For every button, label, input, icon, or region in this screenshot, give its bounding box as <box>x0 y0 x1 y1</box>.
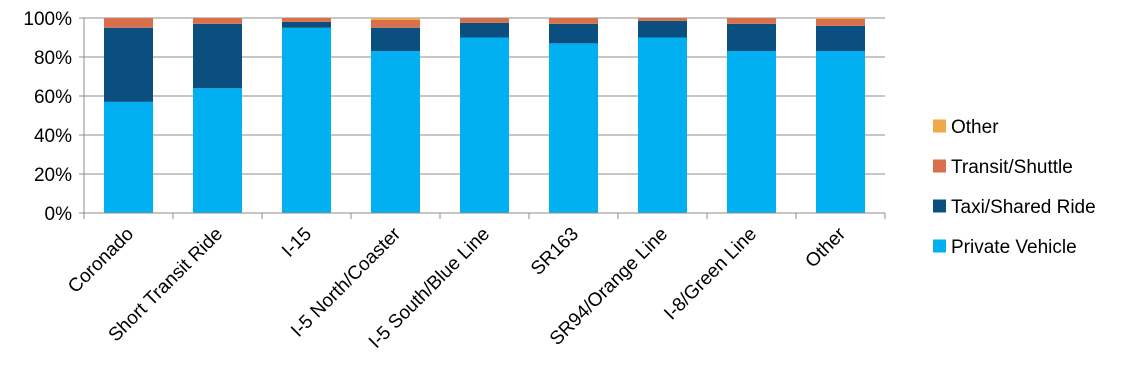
bar-segment <box>282 21 331 28</box>
bar-segment <box>104 101 153 213</box>
axes <box>79 17 886 219</box>
x-category-label: Coronado <box>64 224 138 298</box>
bar-segment <box>816 25 865 52</box>
x-category-label: I-15 <box>278 224 316 262</box>
legend-swatch <box>933 239 946 253</box>
bar-segment <box>104 18 153 28</box>
bars <box>104 18 865 214</box>
bar-segment <box>727 23 776 52</box>
legend-label: Taxi/Shared Ride <box>951 197 1096 218</box>
bar-segment <box>816 18 865 26</box>
bar-segment <box>638 37 687 213</box>
y-tick-labels: 0% 20% 40% 60% 80% 100% <box>23 9 72 225</box>
bar-segment <box>816 18 865 19</box>
bar-segment <box>727 51 776 214</box>
legend-label: Private Vehicle <box>951 237 1077 258</box>
legend-label: Transit/Shuttle <box>951 157 1073 178</box>
bar-segment <box>282 27 331 213</box>
legend-item: Private Vehicle <box>933 237 1077 258</box>
legend-item: Other <box>933 117 999 138</box>
bar-segment <box>549 23 598 44</box>
bar-segment <box>371 19 420 28</box>
y-tick-label: 100% <box>23 9 72 30</box>
legend-swatch <box>933 199 946 213</box>
bar-segment <box>282 18 331 22</box>
x-category-label: I-8/Green Line <box>660 224 761 325</box>
x-category-label: Other <box>802 223 851 272</box>
legend-label: Other <box>951 117 999 138</box>
bar-segment <box>727 18 776 24</box>
bar-segment <box>638 20 687 38</box>
y-tick-label: 60% <box>34 87 72 108</box>
bar-segment <box>193 88 242 213</box>
bar-segment <box>104 27 153 102</box>
bar-segment <box>460 37 509 213</box>
bar-segment <box>549 43 598 213</box>
bar-segment <box>371 27 420 52</box>
y-tick-label: 20% <box>34 165 72 186</box>
bar-segment <box>549 18 598 24</box>
y-tick-label: 0% <box>45 204 73 225</box>
bar-segment <box>371 18 420 20</box>
legend-swatch <box>933 159 946 173</box>
y-tick-label: 80% <box>34 48 72 69</box>
bar-segment <box>193 23 242 89</box>
bar-segment <box>371 51 420 214</box>
bar-segment <box>638 18 687 21</box>
legend: Other Transit/Shuttle Taxi/Shared Ride Priv… <box>933 117 1096 258</box>
bar-segment <box>460 22 509 38</box>
legend-swatch <box>933 119 946 133</box>
bar-segment <box>460 18 509 23</box>
x-category-label: SR163 <box>527 224 583 280</box>
bar-segment <box>816 51 865 214</box>
y-tick-label: 40% <box>34 126 72 147</box>
legend-item: Transit/Shuttle <box>933 157 1073 178</box>
legend-item: Taxi/Shared Ride <box>933 197 1096 218</box>
bar-segment <box>193 18 242 24</box>
